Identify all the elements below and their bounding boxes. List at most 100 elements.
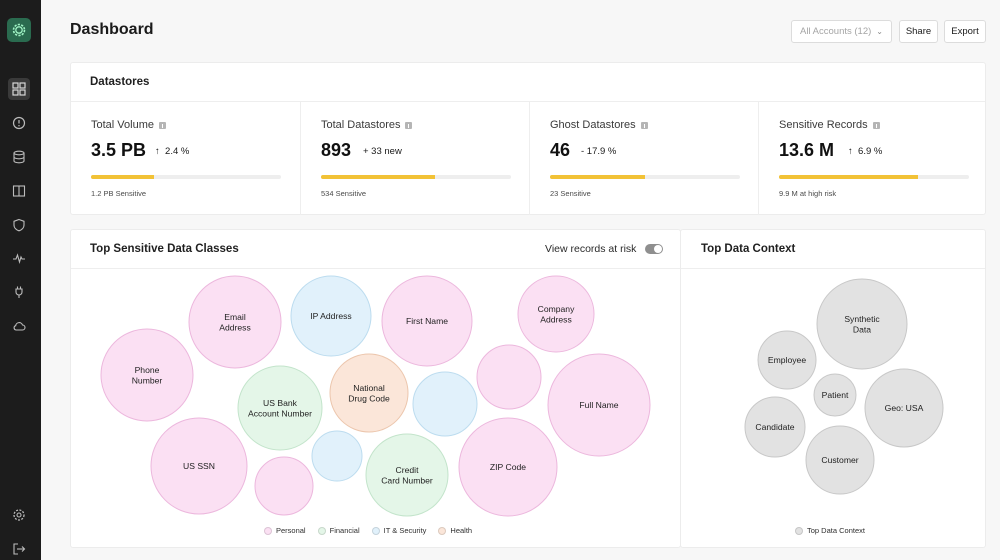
bubble[interactable]	[412, 371, 478, 437]
bubble[interactable]: Customer	[805, 425, 875, 495]
metric-ghost-datastores[interactable]: Ghost Datastores 46 - 17.9 % 23 Sensitiv…	[529, 102, 758, 215]
share-button[interactable]: Share	[899, 20, 938, 43]
bubble[interactable]: Geo: USA	[864, 368, 944, 448]
bubble-circle[interactable]	[757, 330, 817, 390]
bubble-label: Number	[132, 375, 163, 385]
view-records-label: View records at risk	[545, 243, 637, 255]
bubble-circle[interactable]	[329, 353, 409, 433]
bubble[interactable]: US SSN	[150, 417, 248, 515]
bubble-circle[interactable]	[458, 417, 558, 517]
toggle-knob	[654, 245, 662, 253]
logout-icon[interactable]	[8, 538, 30, 560]
metric-label: Sensitive Records	[779, 119, 880, 131]
bubble[interactable]: IP Address	[290, 275, 372, 357]
bubble-circle[interactable]	[311, 430, 363, 482]
alert-circle-icon[interactable]	[8, 112, 30, 134]
datastores-title: Datastores	[90, 76, 150, 88]
metric-label: Ghost Datastores	[550, 119, 648, 131]
activity-icon[interactable]	[8, 247, 30, 269]
context-legend: Top Data Context	[795, 526, 877, 535]
legend-swatch	[371, 526, 380, 535]
bubble[interactable]: Full Name	[547, 353, 651, 457]
bubble-label: Card Number	[381, 475, 433, 485]
bubble[interactable]: Employee	[757, 330, 817, 390]
bubble-label: National	[353, 383, 385, 393]
bubble-circle[interactable]	[290, 275, 372, 357]
bubble-label: Company	[538, 304, 575, 314]
bubble-label: Data	[853, 324, 871, 334]
metric-total-datastores[interactable]: Total Datastores 893 + 33 new 534 Sensit…	[300, 102, 529, 215]
database-icon[interactable]	[8, 146, 30, 168]
plug-icon[interactable]	[8, 281, 30, 303]
metric-total-volume[interactable]: Total Volume 3.5 PB ↑ 2.4 % 1.2 PB Sensi…	[71, 102, 300, 215]
metric-subtext: 534 Sensitive	[321, 189, 367, 198]
bubble-circle[interactable]	[813, 373, 857, 417]
bubble-circle[interactable]	[237, 365, 323, 451]
bubble[interactable]: Candidate	[744, 396, 806, 458]
bubble-label: Drug Code	[348, 393, 390, 403]
divider	[71, 268, 680, 269]
grid-icon[interactable]	[8, 78, 30, 100]
bubble-label: Account Number	[248, 408, 312, 418]
metric-sensitive-records[interactable]: Sensitive Records 13.6 M ↑ 6.9 % 9.9 M a…	[758, 102, 987, 215]
bubble[interactable]: ZIP Code	[458, 417, 558, 517]
legend-swatch	[264, 526, 272, 535]
info-icon[interactable]	[640, 121, 648, 129]
bubble-circle[interactable]	[805, 425, 875, 495]
info-icon[interactable]	[405, 121, 413, 129]
sensitive-classes-card: Top Sensitive Data Classes View records …	[70, 229, 681, 548]
shield-icon[interactable]	[8, 214, 30, 236]
bubble-label: Address	[540, 314, 572, 324]
metric-label: Total Volume	[91, 119, 166, 131]
bubble-circle[interactable]	[517, 275, 595, 353]
bubble-circle[interactable]	[365, 433, 449, 517]
view-records-toggle[interactable]	[645, 244, 663, 254]
legend-item-personal: Personal	[264, 526, 306, 535]
export-button[interactable]: Export	[944, 20, 986, 43]
info-icon[interactable]	[158, 121, 166, 129]
bubble[interactable]: First Name	[381, 275, 473, 367]
metric-progress-fill	[550, 175, 645, 179]
bubble-circle[interactable]	[188, 275, 282, 369]
bubble-circle[interactable]	[476, 344, 542, 410]
bubble-circle[interactable]	[864, 368, 944, 448]
accounts-dropdown[interactable]: All Accounts (12) ⌄	[791, 20, 892, 43]
arrow-up-icon: ↑	[155, 146, 160, 157]
bubble[interactable]: Patient	[813, 373, 857, 417]
bubble-label: IP Address	[310, 311, 351, 321]
bubble-circle[interactable]	[100, 328, 194, 422]
settings-icon[interactable]	[8, 504, 30, 526]
bubble-circle[interactable]	[547, 353, 651, 457]
legend-item-it-security: IT & Security	[371, 526, 426, 535]
bubble-label: Customer	[821, 455, 858, 465]
metric-progress-bar	[550, 175, 740, 179]
bubble-circle[interactable]	[381, 275, 473, 367]
data-context-card: Top Data Context Synthetic Data Employee Pa…	[680, 229, 986, 548]
info-icon[interactable]	[872, 121, 880, 129]
book-icon[interactable]	[8, 180, 30, 202]
data-context-title: Top Data Context	[701, 243, 796, 255]
bubble-circle[interactable]	[254, 456, 314, 516]
bubble[interactable]	[254, 456, 314, 516]
cloud-icon[interactable]	[8, 315, 30, 337]
bubble-circle[interactable]	[816, 278, 908, 370]
bubble-circle[interactable]	[150, 417, 248, 515]
bubble-circle[interactable]	[412, 371, 478, 437]
bubble[interactable]	[476, 344, 542, 410]
bubble-label: US SSN	[183, 461, 215, 471]
bubble-circle[interactable]	[744, 396, 806, 458]
bubble-label: Candidate	[755, 422, 794, 432]
chevron-down-icon: ⌄	[876, 27, 883, 36]
gear-logo-icon[interactable]	[7, 18, 31, 42]
bubble-label: Geo: USA	[885, 403, 924, 413]
bubble[interactable]	[311, 430, 363, 482]
bubble-label: Address	[219, 322, 251, 332]
